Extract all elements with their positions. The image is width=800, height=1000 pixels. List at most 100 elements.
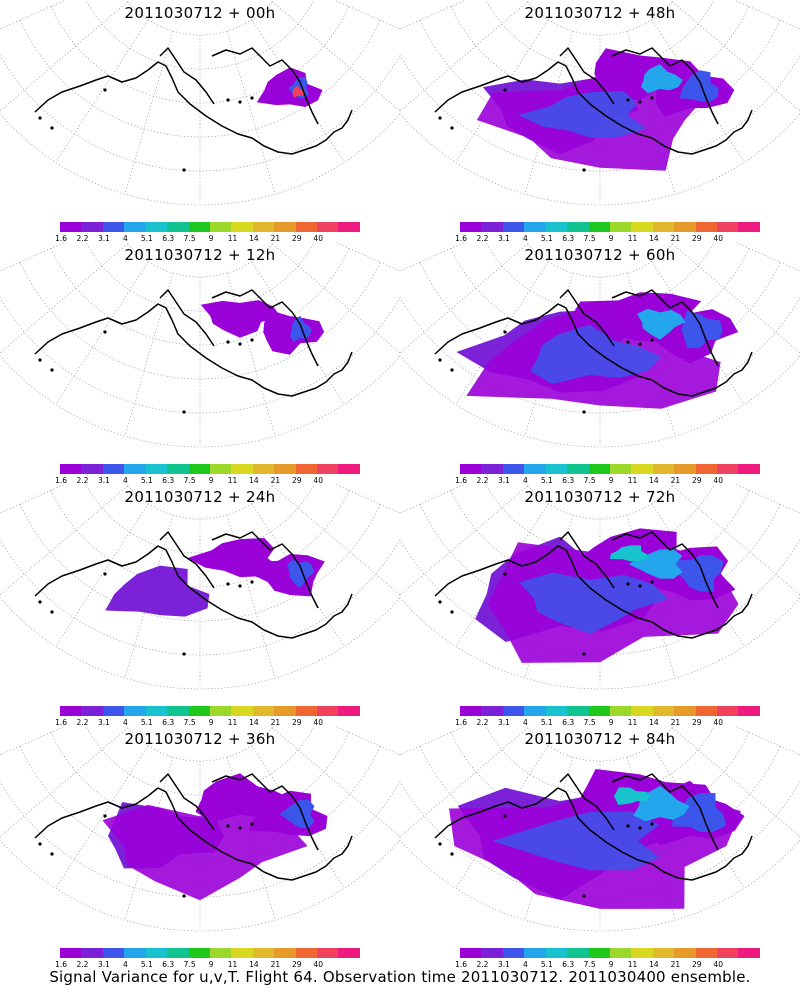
colorbar-tick-label: 40 (313, 718, 323, 727)
colorbar-tick-label: 1.6 (455, 960, 468, 969)
forecast-map (0, 484, 400, 690)
colorbar-swatch (631, 948, 653, 958)
colorbar-swatch (209, 464, 232, 474)
colorbar-swatch (588, 948, 610, 958)
colorbar-tick-label: 40 (713, 234, 723, 243)
colorbar-tick-label: 7.5 (183, 960, 196, 969)
colorbar-labels: 1.6 2.2 3.1 4 5.1 6.3 7.5 9 11 14 21 29 40 (50, 476, 370, 486)
colorbar-swatch (524, 706, 546, 716)
colorbar-swatch (188, 948, 210, 958)
colorbar-swatch (124, 948, 146, 958)
colorbar-tick-label: 11 (627, 718, 638, 727)
panel-title: 2011030712 + 60h (524, 246, 676, 264)
colorbar-tick-label: 21 (670, 476, 681, 485)
colorbar-tick-label: 4 (122, 718, 128, 727)
graticule (0, 0, 400, 206)
colorbar-swatch (652, 706, 675, 716)
colorbar-tick-label: 14 (249, 960, 259, 969)
colorbar-swatch (145, 464, 168, 474)
colorbar-tick-label: 4 (522, 960, 528, 969)
colorbar-tick-label: 2.2 (476, 960, 489, 969)
colorbar-tick-label: 7.5 (183, 718, 196, 727)
colorbar-tick-label: 14 (649, 960, 659, 969)
panel-title: 2011030712 + 48h (524, 4, 676, 22)
variance-shading (105, 538, 325, 617)
colorbar (60, 706, 360, 716)
variance-shading (456, 292, 739, 409)
colorbar-tick-label: 1.6 (55, 718, 68, 727)
figure-caption: Signal Variance for u,v,T. Flight 64. Ob… (49, 968, 751, 986)
colorbar-swatch (317, 222, 339, 232)
colorbar-tick-label: 29 (292, 960, 302, 969)
colorbar-swatch (567, 222, 589, 232)
colorbar-swatch (338, 464, 360, 474)
colorbar-tick-label: 21 (670, 960, 681, 969)
colorbar-swatch (81, 464, 103, 474)
colorbar-swatch (588, 464, 610, 474)
colorbar-tick-label: 21 (270, 476, 281, 485)
forecast-panel-grid: 2011030712 + 00h 1.6 2.2 3.1 4 5.1 6.3 7.5 9 11 14… (0, 0, 800, 969)
colorbar-swatch (545, 948, 568, 958)
colorbar-labels: 1.6 2.2 3.1 4 5.1 6.3 7.5 9 11 14 21 29 40 (450, 476, 770, 486)
colorbar-swatch (609, 948, 632, 958)
colorbar-swatch (231, 948, 253, 958)
colorbar-swatch (60, 464, 82, 474)
panel-title: 2011030712 + 24h (124, 488, 276, 506)
colorbar-swatch (460, 948, 482, 958)
colorbar-swatch (167, 222, 189, 232)
coastline (34, 47, 353, 172)
colorbar-swatch (460, 464, 482, 474)
colorbar-swatch (460, 222, 482, 232)
colorbar-swatch (631, 706, 653, 716)
colorbar-tick-label: 7.5 (583, 234, 596, 243)
colorbar-tick-label: 9 (608, 960, 614, 969)
colorbar-swatch (274, 222, 296, 232)
colorbar-tick-label: 40 (713, 476, 723, 485)
colorbar-tick-label: 6.3 (562, 234, 575, 243)
colorbar-tick-label: 11 (227, 718, 238, 727)
coastline (34, 531, 353, 656)
colorbar-swatch (167, 948, 189, 958)
colorbar-tick-label: 21 (270, 234, 281, 243)
forecast-map (400, 484, 800, 690)
colorbar-swatch (717, 706, 739, 716)
colorbar-tick-label: 40 (713, 960, 723, 969)
coastline (434, 289, 753, 414)
colorbar-swatch (481, 948, 503, 958)
colorbar-tick-label: 6.3 (162, 476, 175, 485)
colorbar-tick-label: 11 (627, 960, 638, 969)
colorbar-tick-label: 14 (649, 718, 659, 727)
forecast-map (0, 0, 400, 206)
colorbar-swatch (252, 948, 275, 958)
colorbar-tick-label: 3.1 (497, 718, 510, 727)
colorbar-tick-label: 11 (627, 234, 638, 243)
colorbar-tick-label: 9 (208, 960, 214, 969)
variance-shading (200, 300, 325, 355)
forecast-panel: 2011030712 + 12h 1.6 2.2 3.1 4 5.1 6.3 7.5 9 11 14… (0, 242, 400, 485)
colorbar-tick-label: 40 (713, 718, 723, 727)
colorbar-swatch (274, 706, 296, 716)
colorbar-tick-label: 3.1 (497, 476, 510, 485)
colorbar-swatch (81, 948, 103, 958)
colorbar-swatch (674, 948, 696, 958)
forecast-panel: 2011030712 + 84h 1.6 2.2 3.1 4 5.1 6.3 7.5 9 11 14… (400, 726, 800, 969)
colorbar-swatch (674, 464, 696, 474)
colorbar-tick-label: 6.3 (162, 718, 175, 727)
colorbar-tick-label: 29 (692, 234, 702, 243)
colorbar-swatch (717, 948, 739, 958)
colorbar-tick-label: 7.5 (183, 234, 196, 243)
colorbar-swatch (102, 222, 125, 232)
colorbar-tick-label: 5.1 (540, 718, 553, 727)
colorbar-tick-label: 5.1 (140, 718, 153, 727)
colorbar-tick-label: 5.1 (540, 960, 553, 969)
colorbar-swatch (738, 222, 760, 232)
variance-shading (475, 528, 739, 663)
colorbar-swatch (545, 464, 568, 474)
colorbar-tick-label: 40 (313, 234, 323, 243)
colorbar-swatch (209, 706, 232, 716)
forecast-map (400, 726, 800, 932)
colorbar-swatch (609, 464, 632, 474)
colorbar-swatch (695, 464, 718, 474)
colorbar-tick-label: 5.1 (140, 234, 153, 243)
colorbar-swatch (588, 706, 610, 716)
